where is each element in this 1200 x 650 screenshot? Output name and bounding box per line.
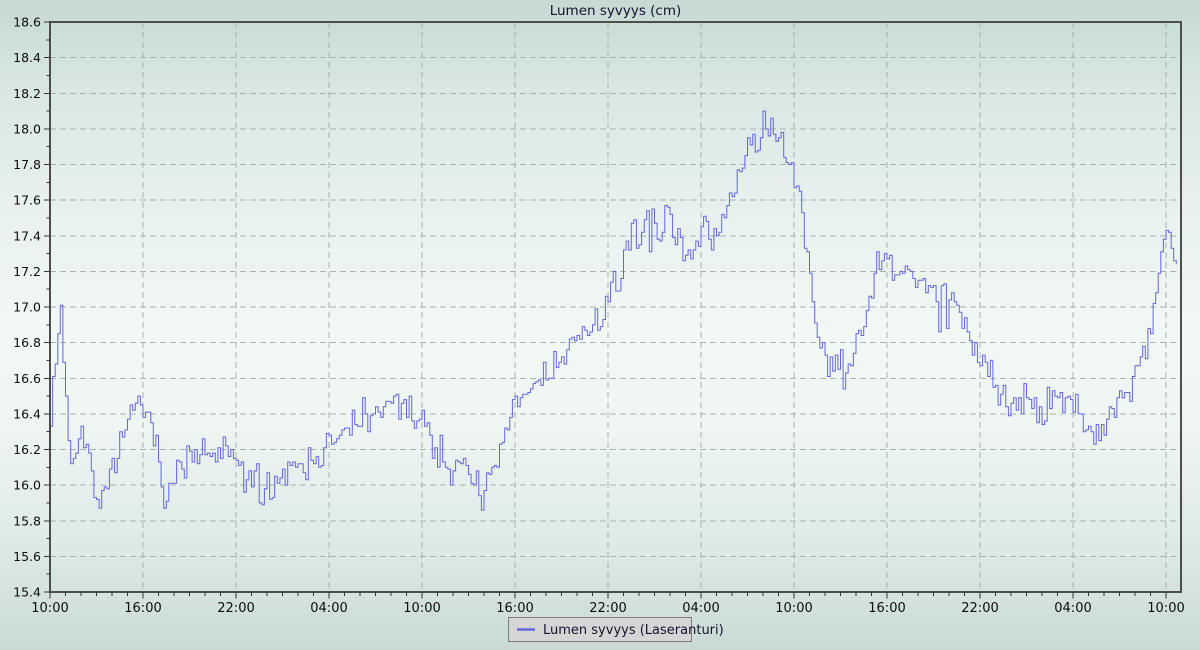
x-tick-label: 22:00 (961, 601, 998, 616)
y-tick-label: 18.4 (13, 50, 41, 65)
y-axis-labels: 15.4 15.6 15.8 16.0 16.2 16.4 16.6 16.8 17.0 17.2… (13, 15, 41, 600)
depth-series-path (50, 110, 1177, 511)
x-tick-label: 16:00 (868, 601, 905, 616)
legend-box (508, 617, 692, 642)
grid-lines (50, 22, 1181, 592)
y-tick-label: 18.2 (13, 86, 41, 101)
x-tick-label: 04:00 (1054, 601, 1091, 616)
y-tick-label: 17.2 (13, 264, 41, 279)
y-tick-label: 16.6 (13, 371, 41, 386)
legend: Lumen syvyys (Laseranturi) (508, 617, 724, 642)
y-tick-label: 15.4 (13, 585, 41, 600)
y-tick-label: 15.8 (13, 513, 41, 528)
y-tick-label: 15.6 (13, 549, 41, 564)
y-tick-label: 17.4 (13, 228, 41, 243)
y-tick-label: 18.6 (13, 15, 41, 30)
x-tick-label: 16:00 (124, 601, 161, 616)
y-tick-label: 16.0 (13, 478, 41, 493)
y-tick-label: 16.4 (13, 406, 41, 421)
y-tick-label: 16.8 (13, 335, 41, 350)
y-tick-label: 17.0 (13, 300, 41, 315)
x-tick-label: 10:00 (775, 601, 812, 616)
y-tick-label: 17.6 (13, 193, 41, 208)
series-line (50, 110, 1177, 511)
x-tick-label: 22:00 (589, 601, 626, 616)
x-tick-label: 16:00 (496, 601, 533, 616)
chart-title: Lumen syvyys (cm) (550, 3, 682, 19)
x-tick-label: 04:00 (682, 601, 719, 616)
axis-ticks (44, 21, 1167, 599)
x-axis-labels: 10:00 16:00 22:00 04:00 10:00 16:00 22:00 04:00… (31, 601, 1184, 616)
y-tick-label: 18.0 (13, 121, 41, 136)
x-tick-label: 10:00 (1147, 601, 1184, 616)
x-tick-label: 04:00 (310, 601, 347, 616)
x-tick-label: 22:00 (217, 601, 254, 616)
x-tick-label: 10:00 (403, 601, 440, 616)
y-tick-label: 16.2 (13, 442, 41, 457)
legend-label: Lumen syvyys (Laseranturi) (543, 623, 724, 638)
x-tick-label: 10:00 (31, 601, 68, 616)
y-tick-label: 17.8 (13, 157, 41, 172)
